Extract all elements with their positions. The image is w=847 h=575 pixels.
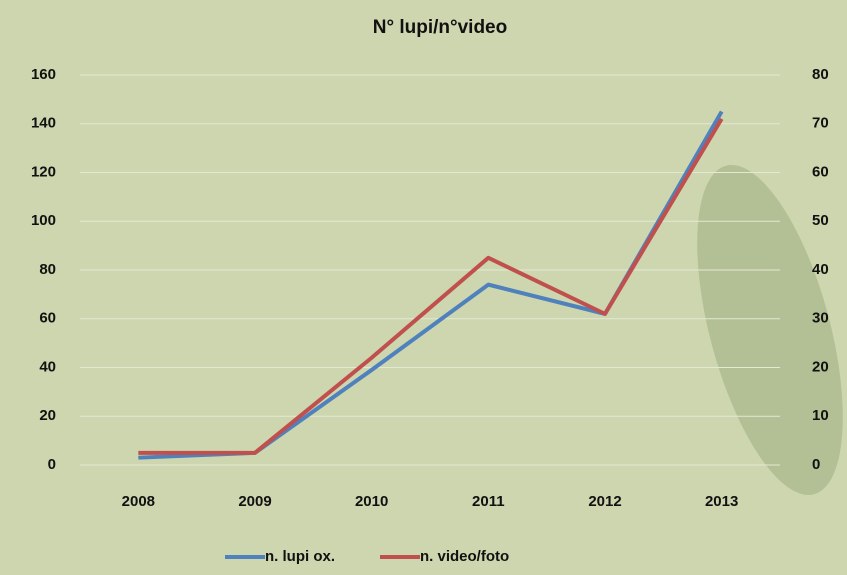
y-tick-label: 40 [39, 358, 56, 375]
y-tick-label: 160 [31, 66, 56, 83]
y2-tick-label: 80 [812, 66, 829, 83]
y2-tick-label: 60 [812, 163, 829, 180]
y2-tick-label: 40 [812, 261, 829, 278]
x-tick-label: 2009 [238, 493, 271, 510]
x-tick-label: 2013 [705, 493, 738, 510]
y-tick-label: 80 [39, 261, 56, 278]
series-line [138, 110, 724, 460]
y-tick-label: 140 [31, 115, 56, 132]
y2-tick-label: 20 [812, 358, 829, 375]
y2-tick-label: 50 [812, 212, 829, 229]
chart-title: N° lupi/n°video [373, 17, 507, 38]
x-tick-label: 2012 [588, 493, 621, 510]
series-line [138, 117, 724, 455]
y-tick-label: 60 [39, 310, 56, 327]
y2-tick-label: 70 [812, 115, 829, 132]
x-tick-label: 2008 [122, 493, 155, 510]
y2-tick-label: 0 [812, 456, 820, 473]
background-shape [697, 165, 843, 495]
y-tick-label: 20 [39, 407, 56, 424]
y-tick-label: 120 [31, 163, 56, 180]
y2-tick-label: 10 [812, 407, 829, 424]
x-tick-label: 2011 [472, 493, 505, 510]
y2-tick-label: 30 [812, 310, 829, 327]
x-tick-label: 2010 [355, 493, 388, 510]
legend-label: n. lupi ox. [265, 548, 335, 565]
y-tick-label: 0 [48, 456, 56, 473]
legend-label: n. video/foto [420, 548, 509, 565]
y-tick-label: 100 [31, 212, 56, 229]
